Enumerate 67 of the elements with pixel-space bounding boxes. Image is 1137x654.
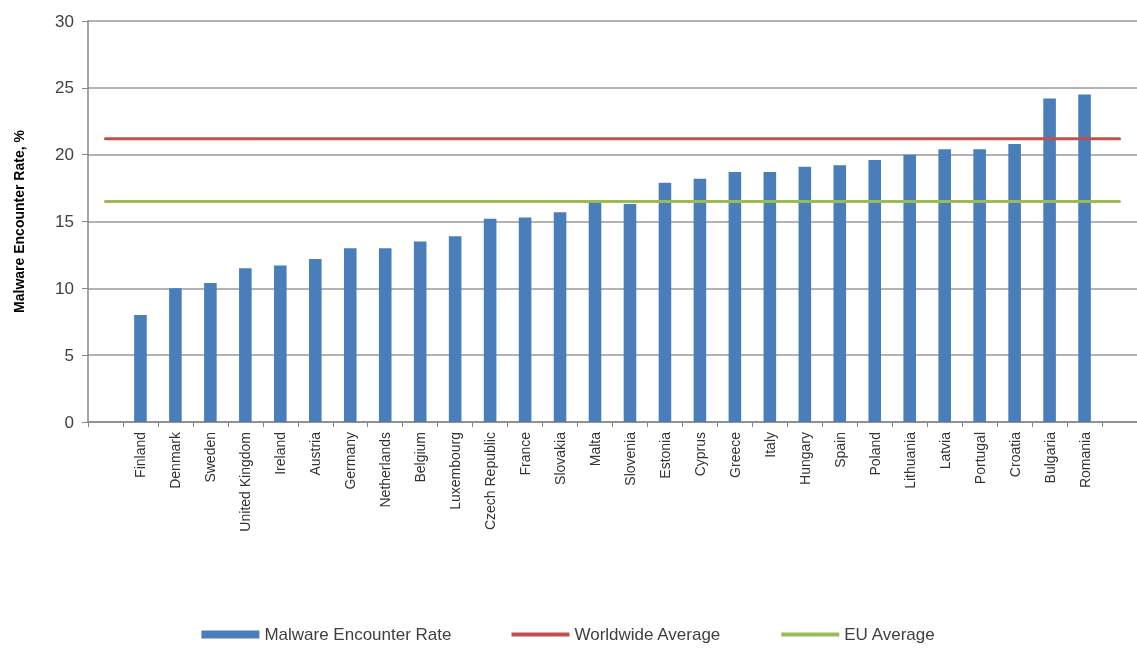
bar bbox=[169, 288, 182, 422]
y-axis-title: Malware Encounter Rate, % bbox=[11, 129, 27, 313]
legend-label: EU Average bbox=[844, 625, 935, 644]
bar bbox=[343, 248, 357, 422]
x-tick-label: Hungary bbox=[796, 432, 813, 485]
bar bbox=[204, 282, 217, 422]
legend-label: Worldwide Average bbox=[574, 625, 721, 644]
x-tick-label: Poland bbox=[866, 432, 883, 476]
legend-label: Malware Encounter Rate bbox=[264, 625, 452, 644]
bar bbox=[623, 204, 637, 422]
x-tick-label: Lithuania bbox=[901, 431, 918, 489]
x-tick-label: Bulgaria bbox=[1041, 431, 1058, 484]
bar bbox=[798, 166, 812, 422]
x-tick-label: Italy bbox=[761, 432, 778, 458]
x-tick-label: Finland bbox=[132, 432, 149, 478]
x-tick-label: Luxembourg bbox=[447, 432, 464, 510]
x-tick-label: Slovakia bbox=[552, 431, 569, 485]
y-tick-label: 20 bbox=[55, 145, 74, 165]
x-tick-label: Spain bbox=[831, 432, 848, 468]
x-tick-label: Sweden bbox=[202, 432, 219, 483]
x-tick-label: Estonia bbox=[656, 431, 673, 479]
bar bbox=[1008, 143, 1021, 422]
y-tick-label: 10 bbox=[55, 278, 74, 298]
x-tick-label: Ireland bbox=[272, 432, 289, 475]
x-tick-label: Portugal bbox=[971, 432, 988, 485]
bar bbox=[693, 178, 707, 422]
bar bbox=[833, 165, 847, 422]
bar bbox=[239, 268, 252, 422]
bar bbox=[448, 236, 462, 422]
x-tick-label: Austria bbox=[307, 431, 324, 476]
x-tick-label: Czech Republic bbox=[482, 432, 499, 531]
x-tick-label: United Kingdom bbox=[237, 432, 254, 532]
bar bbox=[274, 265, 287, 422]
y-tick-label: 30 bbox=[55, 11, 74, 31]
x-tick-label: Croatia bbox=[1006, 431, 1023, 478]
bar bbox=[973, 149, 986, 422]
y-tick-label: 5 bbox=[64, 345, 74, 365]
x-tick-label: Belgium bbox=[412, 432, 429, 483]
y-tick-label: 0 bbox=[64, 412, 74, 432]
y-tick-label: 15 bbox=[55, 212, 74, 231]
bar bbox=[1043, 98, 1056, 422]
x-tick-label: Romania bbox=[1076, 431, 1093, 489]
bar bbox=[658, 182, 672, 422]
x-tick-label: Denmark bbox=[167, 431, 184, 489]
x-tick-label: Germany bbox=[342, 432, 359, 490]
bar bbox=[728, 172, 742, 422]
bar bbox=[868, 160, 882, 422]
bar bbox=[518, 217, 532, 422]
bar bbox=[378, 248, 392, 422]
bar bbox=[483, 218, 497, 422]
bar bbox=[938, 149, 951, 422]
bar bbox=[308, 258, 322, 422]
x-tick-label: Latvia bbox=[936, 431, 953, 470]
bar bbox=[903, 154, 917, 422]
bar bbox=[134, 315, 147, 422]
bar bbox=[413, 241, 427, 422]
x-tick-label: Netherlands bbox=[377, 432, 394, 508]
bar bbox=[588, 202, 602, 422]
bar bbox=[553, 212, 567, 422]
x-tick-label: France bbox=[517, 431, 534, 476]
bar bbox=[1078, 94, 1091, 422]
x-tick-label: Greece bbox=[726, 431, 743, 478]
bar bbox=[763, 172, 777, 422]
x-tick-label: Slovenia bbox=[621, 431, 638, 486]
x-tick-label: Malta bbox=[587, 431, 604, 467]
x-tick-label: Cyprus bbox=[691, 432, 708, 477]
y-tick-label: 25 bbox=[55, 78, 74, 98]
